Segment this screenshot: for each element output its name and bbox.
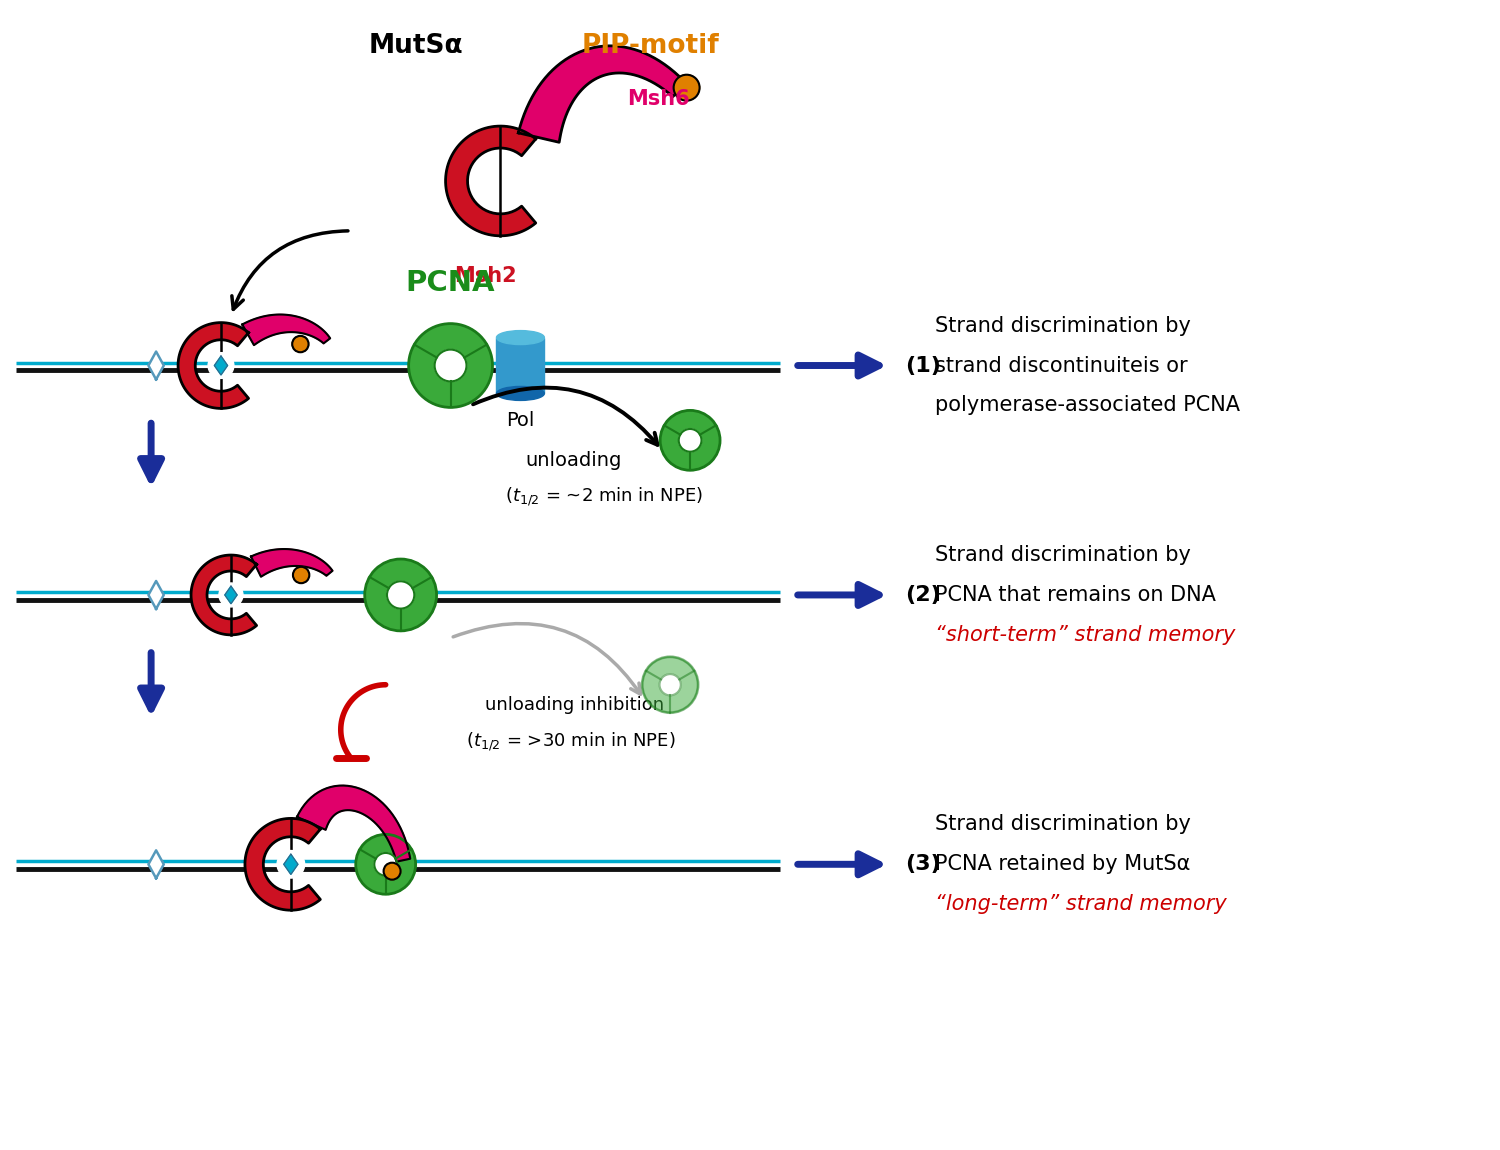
Circle shape	[356, 835, 416, 895]
Text: MutSα: MutSα	[369, 33, 464, 60]
Circle shape	[219, 583, 243, 607]
Circle shape	[292, 567, 309, 583]
Polygon shape	[214, 356, 228, 375]
Polygon shape	[446, 126, 536, 236]
Text: (2): (2)	[904, 585, 940, 605]
Polygon shape	[190, 555, 256, 635]
Circle shape	[209, 353, 234, 378]
Polygon shape	[243, 314, 330, 345]
Circle shape	[384, 862, 400, 880]
Polygon shape	[225, 586, 237, 604]
Circle shape	[278, 851, 304, 879]
Polygon shape	[148, 850, 164, 879]
Circle shape	[435, 350, 466, 382]
Text: PCNA: PCNA	[406, 269, 495, 297]
Text: Msh2: Msh2	[454, 266, 518, 285]
Polygon shape	[244, 819, 321, 910]
Circle shape	[408, 323, 492, 407]
Text: $(t_{1/2}$ = >30 min in NPE): $(t_{1/2}$ = >30 min in NPE)	[465, 730, 675, 753]
Text: (1): (1)	[904, 355, 940, 376]
Polygon shape	[297, 785, 411, 861]
Text: PCNA retained by MutSα: PCNA retained by MutSα	[934, 854, 1190, 874]
Circle shape	[375, 853, 398, 875]
Text: Pol: Pol	[506, 412, 534, 430]
Text: (3): (3)	[904, 854, 940, 874]
Circle shape	[674, 75, 699, 101]
Polygon shape	[519, 46, 686, 143]
Text: Strand discrimination by: Strand discrimination by	[934, 315, 1191, 336]
Circle shape	[660, 411, 720, 470]
Circle shape	[678, 429, 702, 452]
Circle shape	[660, 674, 681, 696]
Text: “long-term” strand memory: “long-term” strand memory	[934, 895, 1227, 914]
Polygon shape	[284, 854, 298, 874]
Circle shape	[364, 559, 436, 631]
Text: PCNA that remains on DNA: PCNA that remains on DNA	[934, 585, 1215, 605]
Text: unloading: unloading	[525, 451, 622, 470]
Ellipse shape	[496, 330, 544, 345]
Polygon shape	[148, 352, 164, 380]
Text: Strand discrimination by: Strand discrimination by	[934, 814, 1191, 835]
Text: $(t_{1/2}$ = ~2 min in NPE): $(t_{1/2}$ = ~2 min in NPE)	[506, 486, 704, 508]
Circle shape	[387, 581, 414, 608]
Text: strand discontinuiteis or: strand discontinuiteis or	[934, 355, 1188, 376]
Text: “short-term” strand memory: “short-term” strand memory	[934, 624, 1234, 645]
Ellipse shape	[496, 386, 544, 400]
Circle shape	[642, 657, 698, 713]
Circle shape	[292, 336, 309, 352]
Text: Msh6: Msh6	[627, 89, 690, 108]
Text: unloading inhibition: unloading inhibition	[486, 696, 664, 714]
Polygon shape	[148, 581, 164, 608]
Text: polymerase-associated PCNA: polymerase-associated PCNA	[934, 396, 1239, 415]
Polygon shape	[178, 323, 249, 408]
Bar	[496, 338, 544, 393]
Text: PIP-motif: PIP-motif	[582, 33, 718, 60]
Text: Strand discrimination by: Strand discrimination by	[934, 545, 1191, 565]
Polygon shape	[251, 549, 333, 577]
